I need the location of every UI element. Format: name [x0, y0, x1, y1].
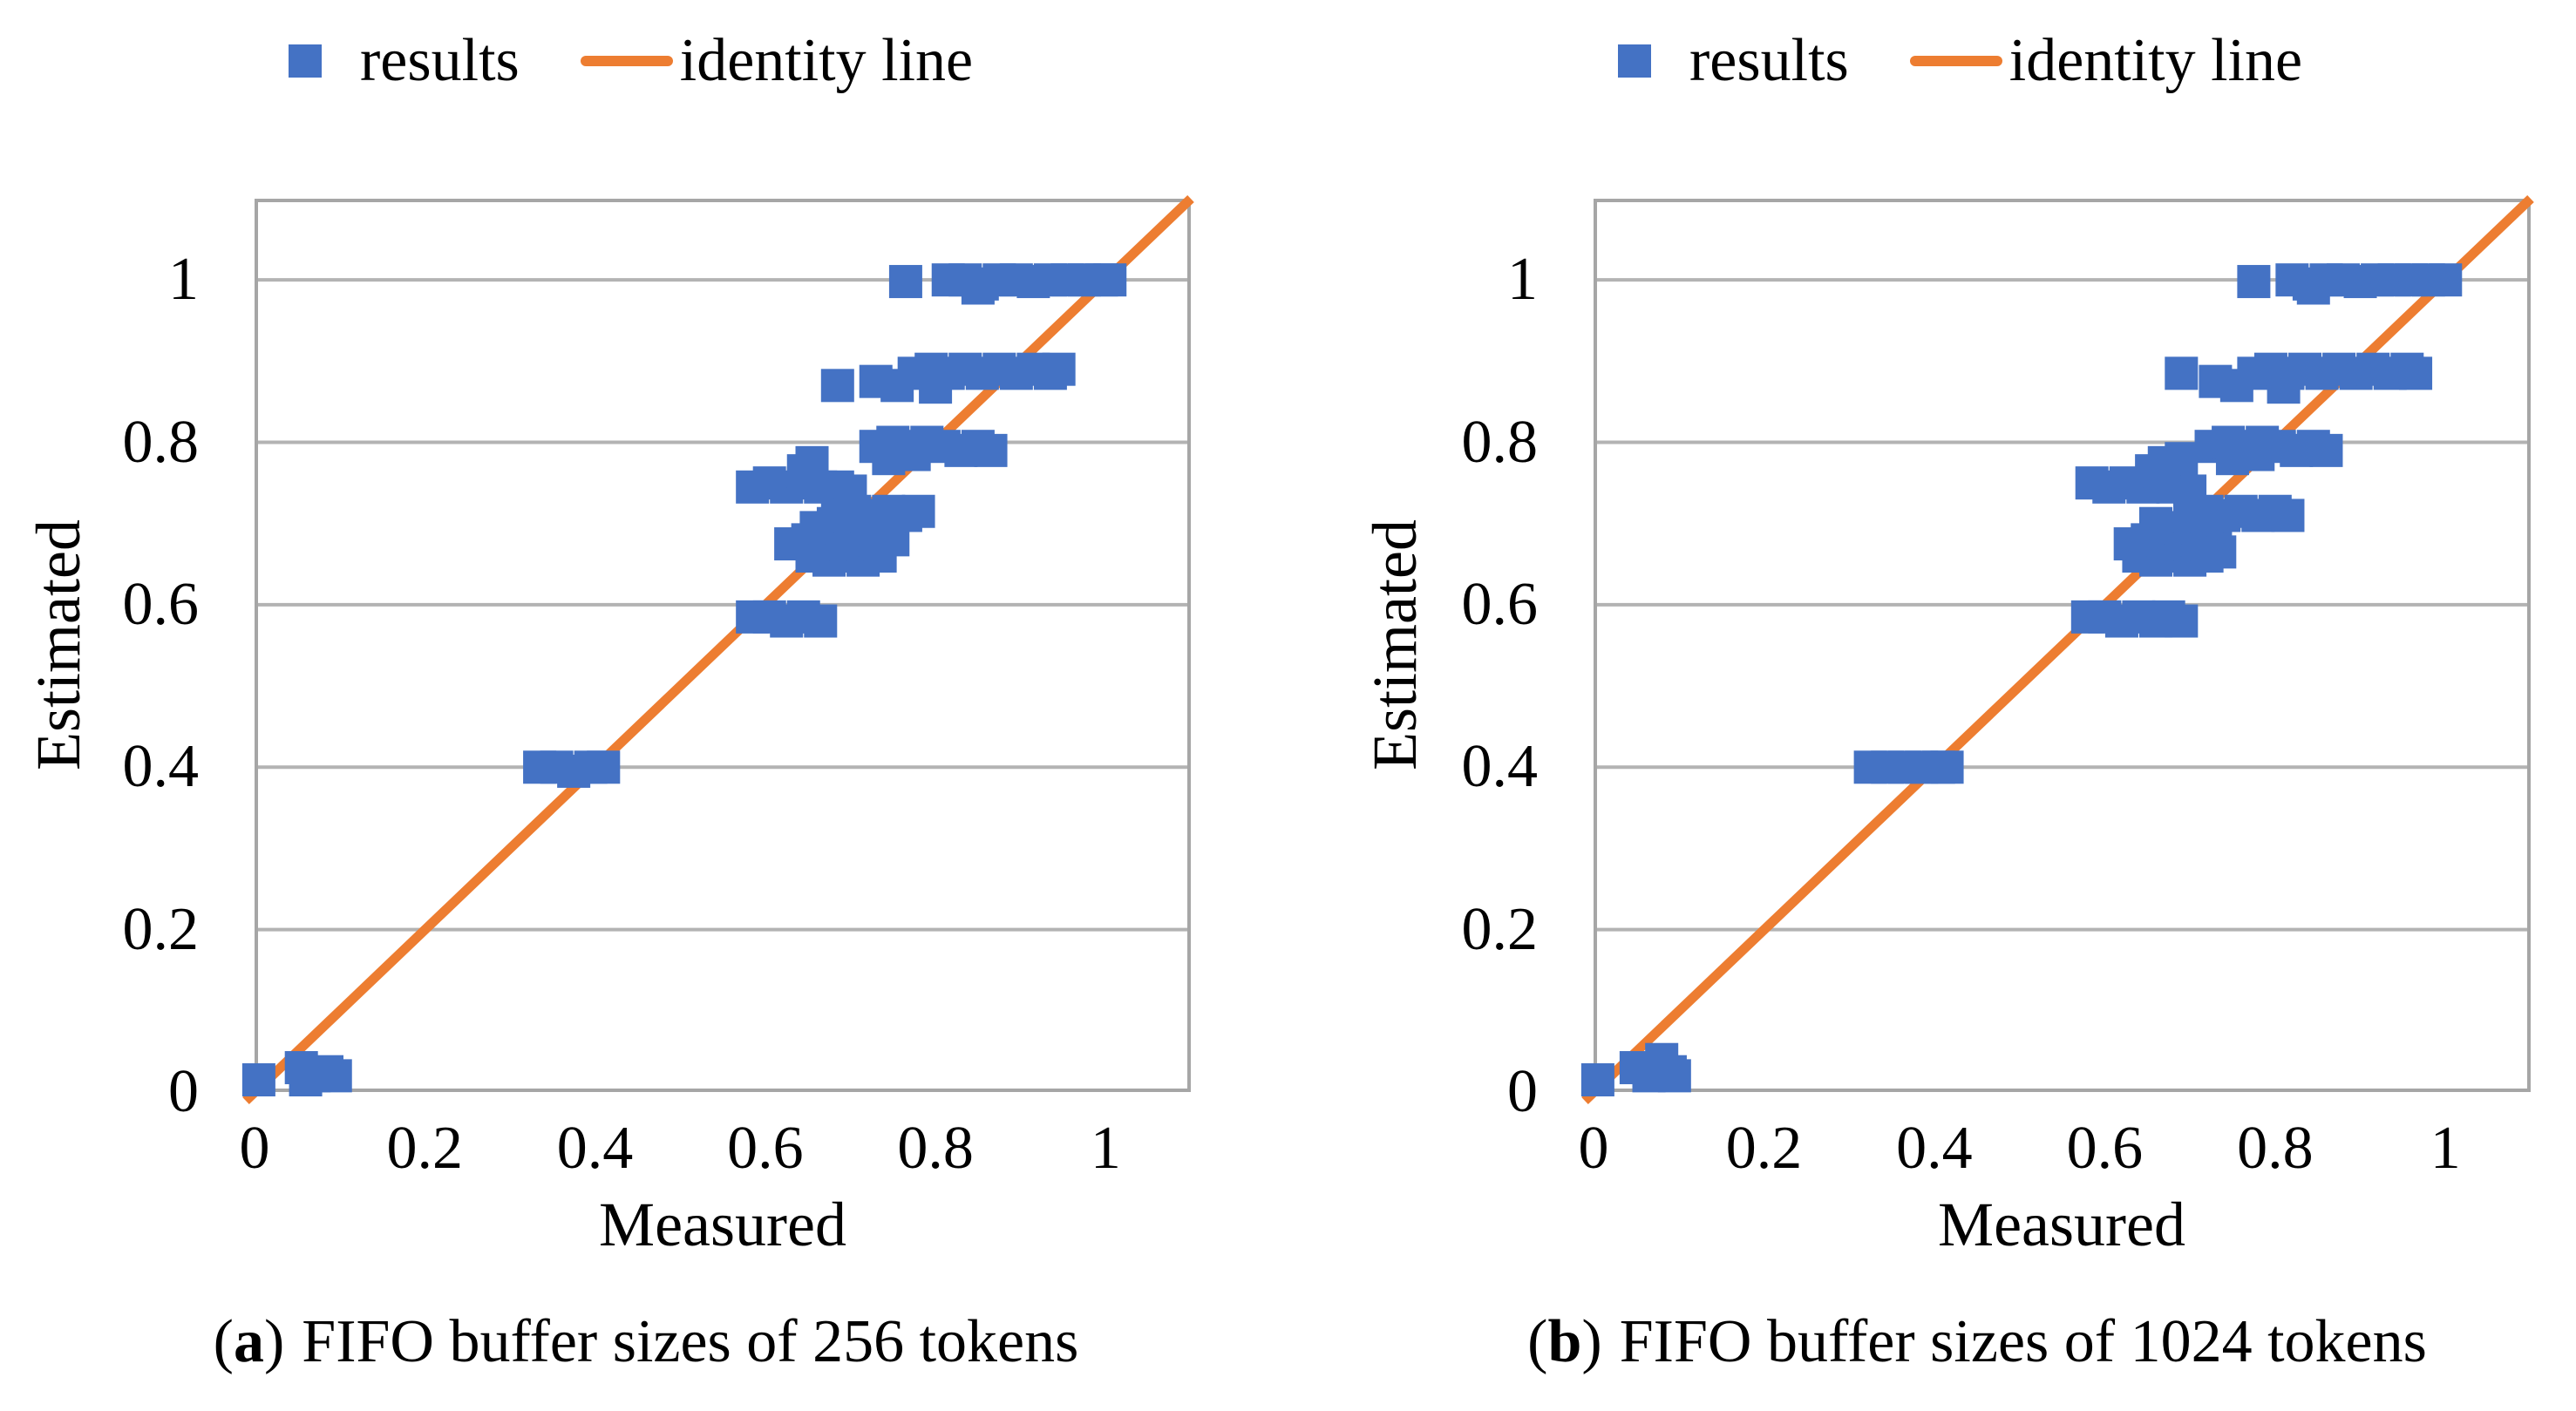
- caption-a-text: FIFO buffer sizes of 256 tokens: [302, 1308, 1079, 1375]
- scatter-point: [1580, 1063, 1614, 1097]
- caption-a-letter: a: [233, 1308, 264, 1375]
- x-tick-label-a: 0.8: [897, 1115, 974, 1182]
- y-axis-title-b: Estimated: [1360, 519, 1430, 770]
- scatter-point: [241, 1063, 275, 1097]
- scatter-point: [2399, 356, 2433, 390]
- identity-line: [1581, 195, 2534, 1104]
- scatter-point: [1093, 263, 1127, 297]
- x-tick-label-b: 0.2: [1725, 1115, 1803, 1182]
- scatter-point: [919, 370, 953, 404]
- y-tick-label-b: 1: [1507, 246, 1538, 314]
- y-tick-label-a: 1: [168, 246, 199, 314]
- y-tick-label-a: 0.2: [122, 895, 200, 963]
- scatter-point: [2165, 356, 2199, 390]
- identity-line-swatch: [580, 56, 673, 66]
- caption-a: (a) FIFO buffer sizes of 256 tokens: [214, 1309, 1079, 1375]
- caption-a-open-paren: (: [213, 1308, 234, 1375]
- y-tick-label-a: 0.4: [122, 733, 200, 801]
- scatter-point: [2267, 370, 2301, 404]
- y-tick-label-a: 0.8: [122, 408, 200, 476]
- chart-svg-a: [241, 195, 1194, 1104]
- y-tick-label-b: 0.2: [1461, 895, 1539, 963]
- scatter-point: [2429, 263, 2463, 297]
- results-marker-swatch: [1618, 44, 1651, 78]
- legend-label-results: results: [1689, 27, 1849, 94]
- caption-b-open-paren: (: [1527, 1308, 1548, 1375]
- legend-label-identity-line: identity line: [2008, 27, 2303, 94]
- y-tick-label-b: 0.8: [1461, 408, 1539, 476]
- x-tick-label-a: 0: [239, 1115, 270, 1182]
- y-tick-label-b: 0.4: [1461, 733, 1539, 801]
- legend-label-results: results: [360, 27, 520, 94]
- chart-svg-b: [1580, 195, 2534, 1104]
- scatter-point: [318, 1059, 352, 1093]
- scatter-point: [1657, 1059, 1691, 1093]
- plot-border: [255, 199, 1191, 1092]
- x-tick-label-b: 0.8: [2237, 1115, 2314, 1182]
- scatter-point: [804, 604, 838, 638]
- caption-b-text: FIFO buffer sizes of 1024 tokens: [1619, 1308, 2427, 1375]
- scatter-point: [1042, 352, 1076, 386]
- scatter-point: [897, 438, 931, 471]
- x-tick-label-a: 0.4: [556, 1115, 634, 1182]
- x-tick-label-a: 0.6: [727, 1115, 804, 1182]
- y-tick-label-b: 0: [1507, 1058, 1538, 1125]
- x-tick-label-b: 0.4: [1896, 1115, 1973, 1182]
- x-axis-title-b: Measured: [1938, 1190, 2185, 1259]
- x-tick-label-a: 1: [1090, 1115, 1121, 1182]
- y-tick-label-a: 0: [168, 1058, 199, 1125]
- scatter-point: [2237, 265, 2271, 299]
- legend-a: results identity line: [289, 26, 973, 96]
- scatter-point: [1930, 750, 1964, 784]
- y-tick-label-b: 0.6: [1461, 570, 1539, 638]
- caption-b-letter: b: [1547, 1308, 1582, 1375]
- results-marker-swatch: [289, 44, 322, 78]
- plot-border: [1594, 199, 2531, 1092]
- plot-area-b: [1580, 195, 2534, 1104]
- scatter-point: [901, 494, 935, 528]
- scatter-point: [795, 445, 829, 479]
- scatter-point: [2241, 438, 2275, 471]
- legend-label-identity-line: identity line: [679, 27, 974, 94]
- x-tick-label-b: 1: [2430, 1115, 2461, 1182]
- caption-b: (b) FIFO buffer sizes of 1024 tokens: [1527, 1309, 2427, 1375]
- scatter-point: [820, 369, 854, 403]
- scatter-point: [2165, 442, 2199, 476]
- x-tick-label-b: 0.6: [2066, 1115, 2144, 1182]
- identity-line: [242, 195, 1194, 1104]
- y-axis-title-a: Estimated: [24, 519, 93, 770]
- legend-b: results identity line: [1618, 26, 2302, 96]
- scatter-point: [888, 265, 922, 299]
- x-axis-title-a: Measured: [599, 1190, 846, 1259]
- plot-area-a: [241, 195, 1194, 1104]
- caption-b-close-paren: ): [1581, 1308, 1602, 1375]
- scatter-point: [587, 750, 621, 784]
- identity-line-swatch: [1909, 56, 2002, 66]
- scatter-point: [2309, 433, 2343, 467]
- scatter-point: [2271, 499, 2305, 533]
- x-tick-label-a: 0.2: [386, 1115, 464, 1182]
- caption-a-close-paren: ): [263, 1308, 285, 1375]
- scatter-point: [2165, 604, 2199, 638]
- scatter-point: [974, 433, 1008, 467]
- y-tick-label-a: 0.6: [122, 570, 200, 638]
- x-tick-label-b: 0: [1578, 1115, 1609, 1182]
